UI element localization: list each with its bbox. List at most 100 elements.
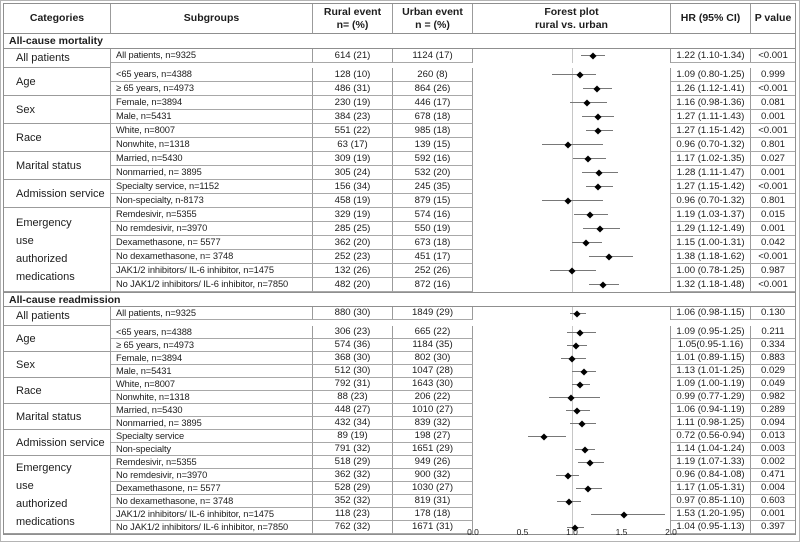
category-rows: White, n=8007 551 (22) 985 (18) 1.27 (1.15-… bbox=[111, 124, 795, 152]
p-value-cell: 0.801 bbox=[751, 138, 795, 152]
hr-marker bbox=[564, 471, 572, 480]
table-row: Nonmarried, n= 3895 432 (34) 839 (32) 1.11 … bbox=[111, 417, 795, 430]
hr-marker bbox=[595, 169, 603, 177]
reference-line-segment bbox=[571, 365, 573, 378]
table-row: JAK1/2 inhibitors/ IL-6 inhibitor, n=147… bbox=[111, 508, 795, 521]
reference-line-segment bbox=[571, 430, 573, 443]
rural-event-cell: 88 (23) bbox=[313, 391, 393, 404]
urban-event-cell: 532 (20) bbox=[393, 166, 473, 180]
category-cell: Age bbox=[4, 68, 111, 96]
rural-event-cell: 880 (30) bbox=[313, 307, 393, 320]
section-header: All-cause mortality bbox=[4, 34, 795, 49]
category-rows: All patients, n=9325 614 (21) 1124 (17) 1.2… bbox=[111, 49, 795, 68]
category-rows: Married, n=5430 309 (19) 592 (16) 1.17 (1.0… bbox=[111, 152, 795, 180]
rural-event-cell: 528 (29) bbox=[313, 482, 393, 495]
subgroup-cell: Nonwhite, n=1318 bbox=[111, 138, 313, 152]
reference-line-segment bbox=[571, 378, 573, 391]
urban-event-cell: 872 (16) bbox=[393, 278, 473, 292]
rural-event-cell: 458 (19) bbox=[313, 194, 393, 208]
confidence-interval-line bbox=[541, 200, 603, 201]
category-cell: Race bbox=[4, 378, 111, 404]
rural-event-cell: 252 (23) bbox=[313, 250, 393, 264]
subgroup-cell: No JAK1/2 inhibitors/ IL-6 inhibitor, n=… bbox=[111, 521, 313, 534]
table-row: Dexamethasone, n= 5577 362 (20) 673 (18) 1.… bbox=[111, 236, 795, 250]
table-row: Female, n=3894 230 (19) 446 (17) 1.16 (0.98… bbox=[111, 96, 795, 110]
hr-ci-cell: 1.27 (1.11-1.43) bbox=[671, 110, 751, 124]
hr-marker bbox=[599, 281, 607, 289]
subgroup-cell: No dexamethasone, n= 3748 bbox=[111, 250, 313, 264]
forest-plot-cell bbox=[473, 495, 671, 508]
forest-plot-cell bbox=[473, 152, 671, 166]
hr-ci-cell: 1.09 (0.95-1.25) bbox=[671, 326, 751, 339]
rural-event-cell: 132 (26) bbox=[313, 264, 393, 278]
subgroup-cell: All patients, n=9325 bbox=[111, 49, 313, 63]
subgroup-cell: Nonmarried, n= 3895 bbox=[111, 166, 313, 180]
category-cell: Emergency use authorized medications bbox=[4, 208, 111, 292]
hr-marker bbox=[596, 225, 604, 233]
rural-event-cell: 368 (30) bbox=[313, 352, 393, 365]
category-cell: Emergency use authorized medications bbox=[4, 456, 111, 534]
table-row: Nonwhite, n=1318 88 (23) 206 (22) 0.99 (0.7… bbox=[111, 391, 795, 404]
rural-event-cell: 285 (25) bbox=[313, 222, 393, 236]
hr-ci-cell: 1.29 (1.12-1.49) bbox=[671, 222, 751, 236]
category-rows: White, n=8007 792 (31) 1643 (30) 1.09 (1.00… bbox=[111, 378, 795, 404]
p-value-cell: 0.094 bbox=[751, 417, 795, 430]
hr-marker bbox=[605, 253, 613, 261]
table-header-row: Categories Subgroups Rural event n= (%) … bbox=[4, 4, 795, 34]
forest-plot-cell bbox=[473, 264, 671, 278]
forest-plot-cell bbox=[473, 469, 671, 482]
urban-event-cell: 446 (17) bbox=[393, 96, 473, 110]
forest-plot-cell bbox=[473, 222, 671, 236]
hr-ci-cell: 1.16 (0.98-1.36) bbox=[671, 96, 751, 110]
hr-ci-cell: 1.27 (1.15-1.42) bbox=[671, 124, 751, 138]
category-group: Sex Female, n=3894 230 (19) 446 (17) 1.16 (0… bbox=[4, 96, 795, 124]
hr-marker bbox=[576, 328, 584, 337]
hr-ci-cell: 1.01 (0.89-1.15) bbox=[671, 352, 751, 365]
hr-marker bbox=[578, 419, 586, 428]
p-value-cell: 0.015 bbox=[751, 208, 795, 222]
urban-event-cell: 879 (15) bbox=[393, 194, 473, 208]
forest-plot-cell bbox=[473, 82, 671, 96]
rural-event-cell: 614 (21) bbox=[313, 49, 393, 63]
table-row: ≥ 65 years, n=4973 574 (36) 1184 (35) 1.05(… bbox=[111, 339, 795, 352]
category-group: Emergency use authorized medications Remd… bbox=[4, 456, 795, 534]
table-row: Specialty service, n=1152 156 (34) 245 (35… bbox=[111, 180, 795, 194]
rural-event-cell: 63 (17) bbox=[313, 138, 393, 152]
category-group: Admission service Specialty service, n=11… bbox=[4, 180, 795, 208]
table-row: No remdesivir, n=3970 362 (32) 900 (32) 0.9… bbox=[111, 469, 795, 482]
forest-plot-cell bbox=[473, 278, 671, 292]
category-cell: Race bbox=[4, 124, 111, 152]
subgroup-cell: White, n=8007 bbox=[111, 378, 313, 391]
reference-line-segment bbox=[571, 508, 573, 521]
forest-plot-cell bbox=[473, 521, 671, 534]
category-group: Emergency use authorized medications Remd… bbox=[4, 208, 795, 292]
urban-event-cell: 252 (26) bbox=[393, 264, 473, 278]
subgroup-cell: Dexamethasone, n= 5577 bbox=[111, 482, 313, 495]
category-group: Admission service Specialty service 89 (19… bbox=[4, 430, 795, 456]
subgroup-cell: Female, n=3894 bbox=[111, 352, 313, 365]
table-row: No remdesivir, n=3970 285 (25) 550 (19) 1.2… bbox=[111, 222, 795, 236]
p-value-cell: <0.001 bbox=[751, 250, 795, 264]
hr-marker bbox=[580, 367, 588, 376]
category-group: Age <65 years, n=4388 128 (10) 260 (8) 1.09 … bbox=[4, 68, 795, 96]
subgroup-cell: No remdesivir, n=3970 bbox=[111, 222, 313, 236]
subgroup-cell: JAK1/2 inhibitors/ IL-6 inhibitor, n=147… bbox=[111, 264, 313, 278]
p-value-cell: 0.004 bbox=[751, 482, 795, 495]
rural-event-cell: 518 (29) bbox=[313, 456, 393, 469]
p-value-cell: 0.211 bbox=[751, 326, 795, 339]
category-label: Sex bbox=[16, 103, 35, 116]
category-cell: Marital status bbox=[4, 404, 111, 430]
reference-line-segment bbox=[571, 208, 573, 222]
table-row: Nonmarried, n= 3895 305 (24) 532 (20) 1.28 … bbox=[111, 166, 795, 180]
table-row: All patients, n=9325 614 (21) 1124 (17) 1.2… bbox=[111, 49, 795, 63]
p-value-cell: 0.603 bbox=[751, 495, 795, 508]
category-label: Admission service bbox=[16, 187, 105, 200]
reference-line-segment bbox=[571, 307, 573, 320]
category-label: Emergency use authorized medications bbox=[16, 461, 75, 528]
urban-event-cell: 260 (8) bbox=[393, 68, 473, 82]
forest-plot-cell bbox=[473, 417, 671, 430]
subgroup-cell: Married, n=5430 bbox=[111, 152, 313, 166]
hr-marker bbox=[567, 267, 576, 275]
table-row: No JAK1/2 inhibitors/ IL-6 inhibitor, n=… bbox=[111, 521, 795, 534]
subgroup-cell: Specialty service bbox=[111, 430, 313, 443]
